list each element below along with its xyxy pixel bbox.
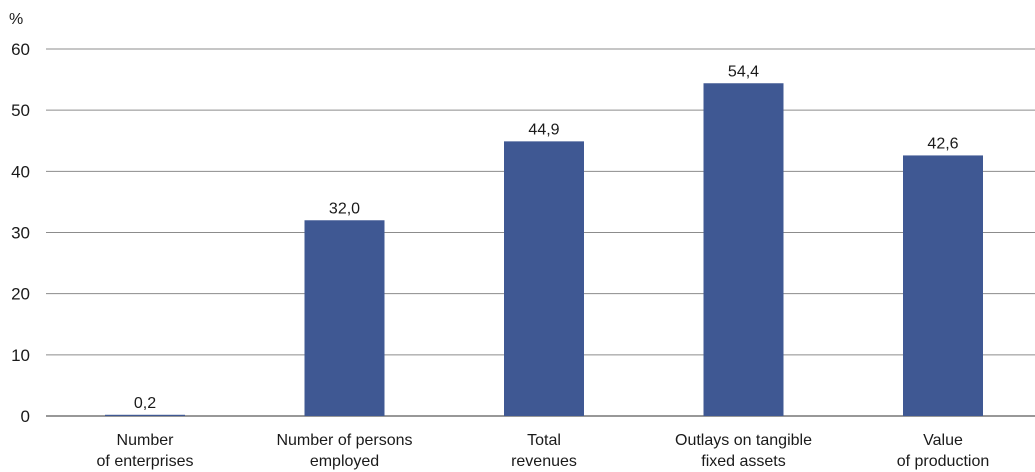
y-tick-label: 10	[11, 346, 30, 365]
y-tick-label: 60	[11, 40, 30, 59]
data-label: 54,4	[728, 63, 759, 80]
bar	[703, 83, 784, 417]
data-labels: 0,2 32,0 44,9 54,4 42,6	[134, 63, 959, 412]
category-label: Value of production	[897, 432, 990, 470]
bar	[903, 155, 983, 416]
y-axis-ticks: 0 10 20 30 40 50 60	[11, 40, 30, 426]
category-labels: Number of enterprises Number of persons emp…	[97, 432, 990, 470]
y-tick-label: 20	[11, 285, 30, 304]
y-tick-label: 50	[11, 101, 30, 120]
data-label: 42,6	[927, 135, 958, 152]
bar	[504, 141, 584, 416]
data-label: 44,9	[528, 121, 559, 138]
bar	[304, 220, 385, 416]
y-tick-label: 30	[11, 224, 30, 243]
y-tick-label: 40	[11, 162, 30, 181]
data-label: 0,2	[134, 395, 156, 412]
category-label: Number of persons employed	[276, 432, 412, 470]
bars	[105, 83, 983, 417]
y-tick-label: 0	[21, 407, 30, 426]
data-label: 32,0	[329, 200, 360, 217]
category-label: Outlays on tangible fixed assets	[675, 432, 812, 470]
bar	[105, 414, 185, 416]
category-label: Total revenues	[511, 432, 577, 470]
y-axis-unit-label: %	[9, 11, 23, 28]
category-label: Number of enterprises	[97, 432, 194, 470]
